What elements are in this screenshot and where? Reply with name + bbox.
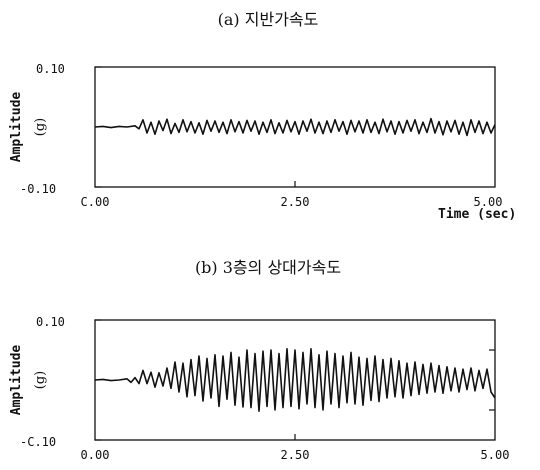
panel-a-xtick-label-mid: 2.50 (281, 195, 310, 209)
panel-a-plot-frame (94, 66, 496, 188)
panel-b-signal-line (94, 348, 496, 412)
panel-b-xtick-label-mid: 2.50 (281, 448, 310, 462)
panel-b: (b) 3층의 상대가속도 0.10 -C.10 0.00 2.50 5.00 … (9, 258, 509, 462)
panel-b-plot-frame (94, 319, 496, 441)
panel-a-ytick-label-bottom: -0.10 (20, 182, 56, 196)
panel-a-x-unit-label: Time (sec) (438, 207, 516, 222)
panel-a-title: (a) 지반가속도 (218, 10, 319, 29)
panel-b-xtick-label-start: 0.00 (81, 448, 110, 462)
panel-a-y-unit-label: (g) (33, 118, 48, 136)
panel-b-y-unit-label: (g) (33, 371, 48, 389)
panel-a-xtick-label-start: C.00 (81, 195, 110, 209)
panel-b-xtick-label-end: 5.00 (481, 448, 510, 462)
panel-a: (a) 지반가속도 0.10 -0.10 C.00 2.50 5.00 Time… (9, 10, 516, 222)
panel-a-signal-line (94, 117, 496, 137)
panel-b-ytick-label-top: 0.10 (36, 315, 65, 329)
panel-a-xtick-label-end: 5.00 (474, 195, 503, 209)
panel-a-ytick-label-top: 0.10 (36, 62, 65, 76)
panel-a-y-axis-label: Amplitude (9, 92, 24, 163)
panel-b-y-axis-label: Amplitude (9, 345, 24, 416)
panel-b-title: (b) 3층의 상대가속도 (195, 258, 341, 277)
panel-b-ytick-label-bottom: -C.10 (20, 435, 56, 449)
